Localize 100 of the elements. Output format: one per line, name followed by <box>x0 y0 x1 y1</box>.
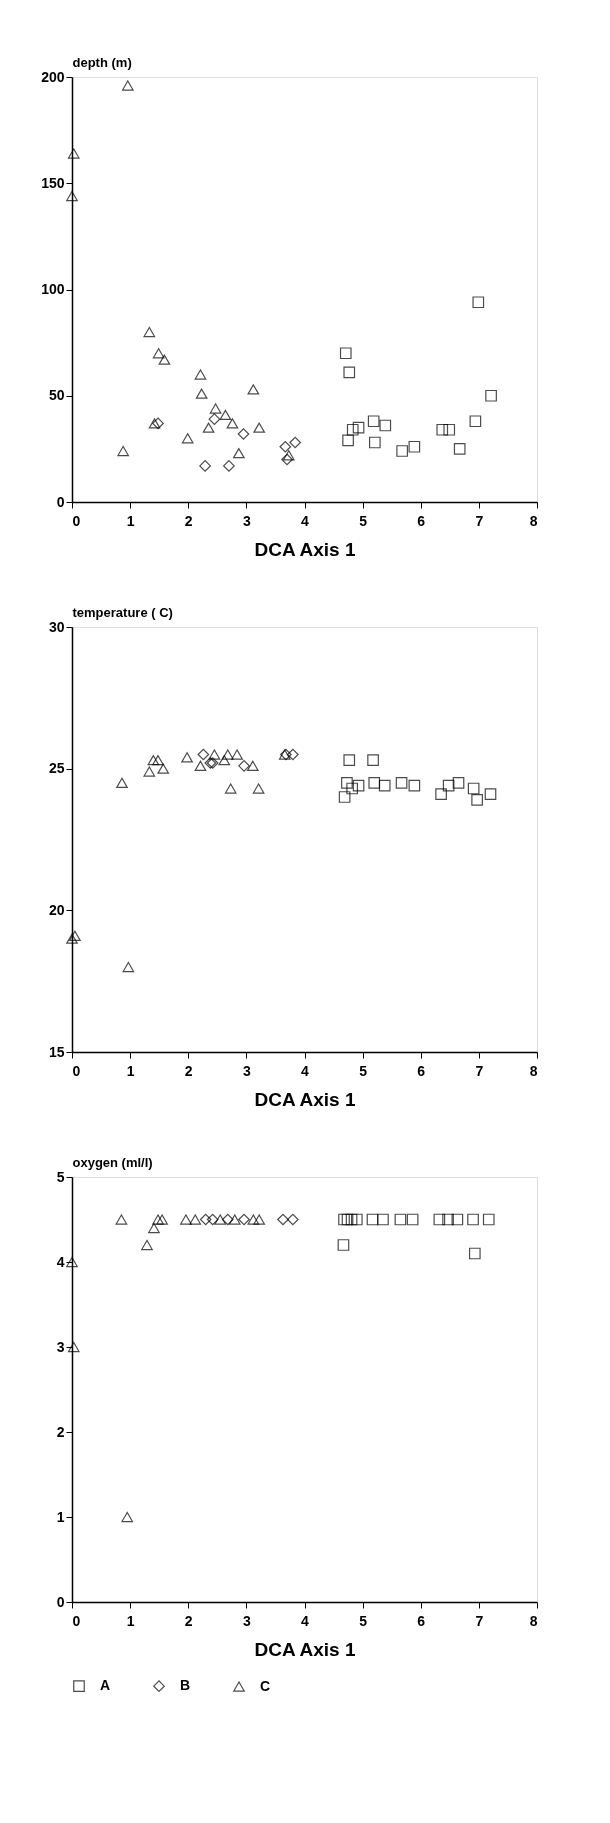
point <box>338 791 351 803</box>
y-tick-label: 0 <box>56 493 65 510</box>
point <box>346 423 359 436</box>
point <box>279 440 292 453</box>
y-axis-title: depth (m) <box>72 54 132 70</box>
x-tick-label: 8 <box>529 1062 538 1079</box>
point <box>232 447 245 459</box>
point <box>147 755 160 766</box>
point <box>394 1213 407 1226</box>
point <box>484 788 497 801</box>
legend-label: B <box>180 1677 191 1694</box>
x-tick-label: 0 <box>72 1062 81 1079</box>
x-tick-label: 5 <box>359 1612 368 1629</box>
point <box>189 1214 202 1225</box>
x-tick-label: 1 <box>126 512 135 529</box>
point <box>209 403 222 414</box>
x-tick-label: 0 <box>72 512 81 529</box>
point <box>158 354 171 365</box>
point <box>467 782 480 795</box>
point <box>221 1213 234 1226</box>
point <box>181 433 194 444</box>
y-tick-label: 15 <box>48 1043 65 1060</box>
point <box>199 1213 212 1226</box>
point <box>152 755 164 766</box>
point <box>435 788 447 801</box>
y-tick-label: 100 <box>41 281 65 297</box>
point <box>452 776 465 789</box>
x-tick-label: 6 <box>417 512 426 529</box>
point <box>342 434 354 447</box>
x-tick-label: 3 <box>242 1062 251 1079</box>
point <box>343 754 356 767</box>
y-tick-label: 30 <box>48 618 65 635</box>
point <box>246 760 259 771</box>
x-tick-label: 6 <box>417 1612 426 1629</box>
x-tick-label: 8 <box>529 1612 538 1629</box>
x-axis-title: DCA Axis 1 <box>254 1088 356 1110</box>
point <box>219 409 232 421</box>
point <box>485 389 497 402</box>
point <box>467 1213 479 1226</box>
point <box>468 1247 481 1260</box>
x-tick-label: 1 <box>126 1062 135 1079</box>
point <box>368 436 381 449</box>
point <box>345 1213 358 1226</box>
point <box>408 440 421 453</box>
point <box>238 1213 250 1226</box>
x-tick-label: 6 <box>417 1062 426 1079</box>
point <box>156 1214 168 1225</box>
point <box>469 415 482 428</box>
point <box>121 1511 134 1523</box>
point <box>253 1214 266 1225</box>
point <box>197 748 210 761</box>
point <box>252 783 265 794</box>
legend-label: C <box>260 1677 271 1694</box>
x-tick-label: 2 <box>184 1612 193 1629</box>
point <box>67 1341 80 1353</box>
x-tick-label: 0 <box>72 1612 81 1629</box>
point <box>471 793 483 806</box>
point <box>247 384 260 395</box>
point <box>218 755 231 766</box>
point <box>287 748 299 761</box>
y-tick-label: 5 <box>56 1168 65 1185</box>
x-tick-label: 8 <box>529 512 538 529</box>
point <box>379 419 392 432</box>
point <box>366 1213 379 1226</box>
point <box>115 1214 128 1225</box>
point <box>433 1213 446 1226</box>
point <box>287 1213 299 1226</box>
point <box>208 413 221 425</box>
point <box>221 749 234 760</box>
point <box>337 1239 350 1251</box>
y-tick-label: 20 <box>48 901 65 918</box>
x-tick-label: 2 <box>184 512 193 529</box>
point <box>67 148 80 159</box>
x-tick-label: 4 <box>301 1062 310 1079</box>
point <box>453 443 466 455</box>
point <box>152 348 165 359</box>
point <box>247 1214 260 1225</box>
point <box>226 418 239 429</box>
point <box>208 749 221 760</box>
y-tick-label: 4 <box>56 1253 65 1270</box>
point <box>341 1213 354 1226</box>
x-tick-label: 7 <box>475 512 484 529</box>
point <box>143 326 156 338</box>
x-tick-label: 7 <box>475 1062 484 1079</box>
x-tick-label: 5 <box>359 512 368 529</box>
x-tick-label: 1 <box>126 1612 135 1629</box>
point <box>181 752 193 763</box>
point <box>253 422 266 433</box>
point <box>377 1213 389 1226</box>
point <box>122 961 135 973</box>
x-tick-label: 4 <box>301 1612 310 1629</box>
y-axis-title: oxygen (ml/l) <box>72 1154 153 1170</box>
point <box>408 779 421 792</box>
point <box>442 1213 454 1226</box>
point <box>352 421 365 434</box>
point <box>343 366 356 379</box>
point <box>152 417 164 430</box>
y-tick-label: 1 <box>56 1508 65 1525</box>
y-tick-label: 0 <box>56 1593 65 1610</box>
y-tick-label: 150 <box>41 174 65 191</box>
